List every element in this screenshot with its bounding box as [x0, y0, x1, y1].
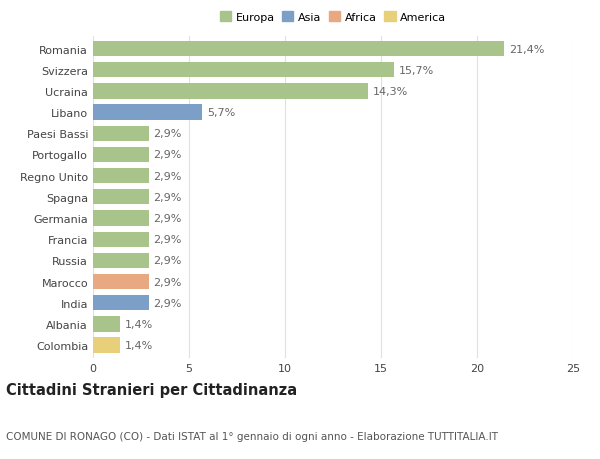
- Bar: [93, 126, 149, 141]
- Bar: [93, 63, 394, 78]
- Text: 2,9%: 2,9%: [154, 298, 182, 308]
- Text: 15,7%: 15,7%: [399, 66, 434, 76]
- Text: Cittadini Stranieri per Cittadinanza: Cittadini Stranieri per Cittadinanza: [6, 382, 297, 397]
- Text: 1,4%: 1,4%: [125, 340, 153, 350]
- Bar: [93, 42, 504, 57]
- Bar: [93, 274, 149, 290]
- Bar: [93, 147, 149, 162]
- Bar: [93, 105, 202, 120]
- Text: 2,9%: 2,9%: [154, 150, 182, 160]
- Bar: [93, 296, 149, 311]
- Bar: [93, 253, 149, 269]
- Legend: Europa, Asia, Africa, America: Europa, Asia, Africa, America: [218, 10, 448, 25]
- Text: 5,7%: 5,7%: [207, 108, 235, 118]
- Text: COMUNE DI RONAGO (CO) - Dati ISTAT al 1° gennaio di ogni anno - Elaborazione TUT: COMUNE DI RONAGO (CO) - Dati ISTAT al 1°…: [6, 431, 498, 441]
- Text: 2,9%: 2,9%: [154, 213, 182, 224]
- Text: 2,9%: 2,9%: [154, 171, 182, 181]
- Bar: [93, 190, 149, 205]
- Text: 2,9%: 2,9%: [154, 277, 182, 287]
- Bar: [93, 232, 149, 247]
- Bar: [93, 168, 149, 184]
- Bar: [93, 338, 120, 353]
- Text: 2,9%: 2,9%: [154, 256, 182, 266]
- Bar: [93, 211, 149, 226]
- Text: 2,9%: 2,9%: [154, 235, 182, 245]
- Bar: [93, 317, 120, 332]
- Bar: [93, 84, 368, 99]
- Text: 2,9%: 2,9%: [154, 129, 182, 139]
- Text: 14,3%: 14,3%: [373, 87, 407, 97]
- Text: 1,4%: 1,4%: [125, 319, 153, 329]
- Text: 2,9%: 2,9%: [154, 192, 182, 202]
- Text: 21,4%: 21,4%: [509, 45, 544, 55]
